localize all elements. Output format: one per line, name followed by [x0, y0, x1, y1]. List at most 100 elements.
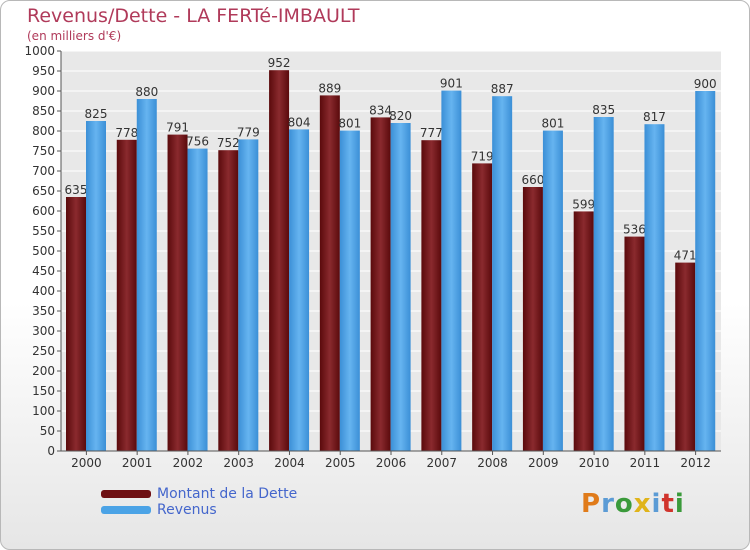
- data-label: 952: [268, 56, 291, 70]
- y-axis: 0 50 100 150 200 250 300 350 400 450 500 550 600 650 7…: [24, 44, 62, 458]
- legend-swatch-debt: [101, 490, 151, 498]
- x-tick-label: 2001: [122, 456, 153, 470]
- bar-debt: [624, 236, 645, 451]
- bar-debt: [319, 95, 340, 452]
- chart-subtitle: (en milliers d'€): [27, 29, 122, 43]
- y-tick-label: 350: [32, 304, 55, 318]
- bar-revenus: [187, 148, 208, 451]
- y-tick-label: 950: [32, 64, 55, 78]
- bar-debt: [472, 163, 493, 451]
- data-label: 660: [521, 173, 544, 187]
- data-label: 889: [318, 81, 341, 95]
- y-tick-label: 850: [32, 104, 55, 118]
- logo-letter: i: [651, 489, 662, 519]
- x-tick-label: 2000: [71, 456, 102, 470]
- legend-swatch-revenus: [101, 506, 151, 514]
- y-tick-label: 400: [32, 284, 55, 298]
- data-label: 779: [237, 125, 260, 139]
- chart-title: Revenus/Dette - LA FERTé-IMBAULT: [27, 5, 360, 27]
- data-label: 791: [166, 121, 189, 135]
- bar-debt: [522, 187, 543, 451]
- y-tick-label: 1000: [24, 44, 55, 58]
- data-label: 599: [572, 197, 595, 211]
- data-label: 778: [115, 126, 138, 140]
- y-tick-label: 900: [32, 84, 55, 98]
- data-label: 835: [592, 103, 615, 117]
- bar-revenus: [644, 124, 665, 451]
- bar-revenus: [289, 129, 310, 451]
- y-tick-label: 600: [32, 204, 55, 218]
- data-label: 887: [491, 82, 514, 96]
- y-tick-label: 800: [32, 124, 55, 138]
- y-tick-label: 450: [32, 264, 55, 278]
- bar-revenus: [542, 130, 563, 451]
- bar-revenus: [441, 90, 462, 451]
- bar-revenus: [136, 99, 157, 451]
- x-tick-label: 2007: [426, 456, 457, 470]
- bar-revenus: [593, 117, 614, 451]
- data-label: 752: [217, 136, 240, 150]
- x-tick-label: 2006: [376, 456, 407, 470]
- bar-debt: [269, 70, 290, 451]
- bar-debt: [573, 211, 594, 451]
- y-tick-label: 100: [32, 404, 55, 418]
- logo-letter: r: [601, 489, 615, 519]
- data-label: 820: [389, 109, 412, 123]
- data-label: 777: [420, 126, 443, 140]
- x-tick-label: 2005: [325, 456, 356, 470]
- bar-revenus: [339, 130, 360, 451]
- x-tick-label: 2010: [579, 456, 610, 470]
- bar-revenus: [492, 96, 513, 451]
- data-label: 471: [674, 249, 697, 263]
- data-label: 901: [440, 77, 463, 91]
- legend-label-revenus: Revenus: [157, 502, 217, 518]
- x-tick-label: 2004: [274, 456, 305, 470]
- y-tick-label: 500: [32, 244, 55, 258]
- x-tick-label: 2011: [630, 456, 661, 470]
- y-tick-label: 750: [32, 144, 55, 158]
- legend-label-debt: Montant de la Dette: [157, 486, 298, 502]
- y-tick-label: 650: [32, 184, 55, 198]
- bar-revenus: [86, 121, 106, 451]
- bar-debt: [66, 197, 86, 451]
- logo-letter: o: [614, 489, 634, 519]
- data-label: 834: [369, 103, 392, 117]
- y-tick-label: 250: [32, 344, 55, 358]
- logo-letter: P: [581, 489, 602, 519]
- y-tick-label: 300: [32, 324, 55, 338]
- logo-letter: x: [633, 489, 652, 519]
- bar-debt: [421, 140, 442, 451]
- x-tick-label: 2009: [528, 456, 559, 470]
- data-label: 900: [694, 77, 717, 91]
- y-tick-label: 550: [32, 224, 55, 238]
- x-axis: 2000 2001 2002 2003 2004 2005 2006 2007 2008 2009…: [61, 450, 721, 470]
- x-tick-label: 2002: [173, 456, 204, 470]
- y-tick-label: 700: [32, 164, 55, 178]
- data-label: 635: [65, 183, 88, 197]
- bar-revenus: [695, 91, 716, 451]
- bar-debt: [167, 134, 188, 451]
- y-tick-label: 0: [47, 444, 55, 458]
- y-tick-label: 200: [32, 364, 55, 378]
- bar-revenus: [238, 139, 259, 451]
- x-tick-label: 2008: [477, 456, 508, 470]
- bar-debt: [675, 262, 696, 451]
- bar-debt: [218, 150, 239, 451]
- y-tick-label: 50: [40, 424, 55, 438]
- y-tick-label: 150: [32, 384, 55, 398]
- data-label: 801: [338, 117, 361, 131]
- x-tick-label: 2003: [223, 456, 254, 470]
- data-label: 801: [541, 117, 564, 131]
- data-label: 880: [135, 85, 158, 99]
- bar-debt: [116, 139, 137, 452]
- logo-letter: t: [661, 489, 675, 519]
- data-label: 536: [623, 223, 646, 237]
- data-label: 825: [85, 107, 108, 121]
- bar-revenus: [390, 123, 411, 451]
- proxiti-logo: Proxiti: [581, 489, 685, 519]
- data-label: 817: [643, 110, 666, 124]
- data-label: 756: [186, 135, 209, 149]
